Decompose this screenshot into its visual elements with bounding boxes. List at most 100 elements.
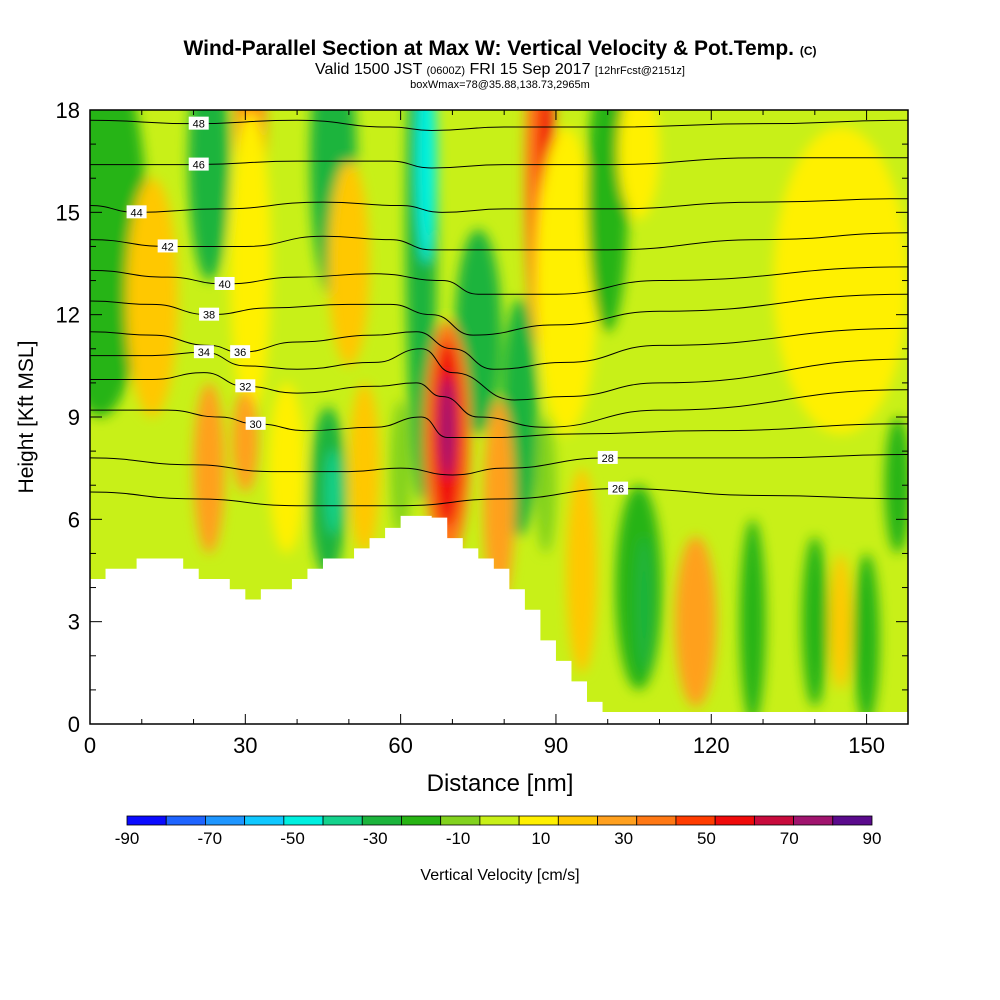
velocity-cell-17 [193,382,225,554]
colorbar-bin--70 [205,815,246,826]
colorbar-bin-20 [557,815,598,826]
contour-label-bg-38 [199,307,220,321]
velocity-cell-8 [416,110,437,264]
velocity-cell-26 [439,376,455,479]
chart-subtitle-box: boxWmax=78@35.88,138.73,2965m [410,79,590,91]
title-block: Wind-Parallel Section at Max W: Vertical… [0,37,1000,92]
y-tick-label-3: 3 [68,610,80,635]
theta-contour-44 [90,198,908,213]
y-axis-label: Height [Kft MSL] [15,341,38,494]
velocity-cell-31 [636,536,652,673]
x-tick-label-120: 120 [693,733,730,758]
x-tick-label-30: 30 [233,733,257,758]
contour-label-32: 32 [239,381,251,393]
contour-label-bg-46 [188,157,209,171]
colorbar-tick--50: -50 [280,829,305,848]
contour-label-bg-40 [214,276,235,290]
y-tick-label-18: 18 [56,98,80,123]
colorbar-bin-30 [597,815,638,826]
contour-label-bg-42 [157,239,178,253]
colorbar-bin--10 [440,815,481,826]
contour-label-38: 38 [203,310,215,322]
contour-label-bg-36 [230,345,251,359]
x-axis-label: Distance [nm] [427,770,574,797]
colorbar-bin-80 [793,815,834,826]
theta-contour-46 [90,157,908,169]
y-tick-label-15: 15 [56,200,80,225]
chart-title: Wind-Parallel Section at Max W: Vertical… [183,37,817,60]
velocity-cell-2 [188,110,230,281]
velocity-field [90,110,908,724]
colorbar: -90 -70 -50 -30 -10 10 30 50 70 90 [115,815,882,848]
contour-label-bg-32 [235,379,256,393]
y-tick-label-12: 12 [56,303,80,328]
y-tick-label-6: 6 [68,507,80,532]
contour-label-44: 44 [130,207,142,219]
contour-label-36: 36 [234,347,246,359]
colorbar-tick--30: -30 [363,829,388,848]
contour-label-42: 42 [162,241,174,253]
colorbar-bin-90 [832,815,873,826]
contour-label-28: 28 [602,453,614,465]
contour-label-34: 34 [198,347,210,359]
colorbar-tick-10: 10 [531,829,550,848]
velocity-cell-35 [830,553,852,690]
theta-contour-48 [90,119,908,131]
x-tick-label-150: 150 [848,733,885,758]
x-tick-label-60: 60 [388,733,412,758]
x-tick-label-0: 0 [84,733,96,758]
contour-label-30: 30 [250,419,262,431]
contour-label-46: 46 [193,160,205,172]
colorbar-tick--70: -70 [197,829,222,848]
copyright-mark: (C) [799,44,817,58]
velocity-cell-22 [348,382,380,554]
velocity-cell-29 [566,468,598,673]
colorbar-bin-50 [675,815,716,826]
colorbar-label: Vertical Velocity [cm/s] [420,867,579,884]
x-tick-label-90: 90 [544,733,568,758]
velocity-cell-6 [328,161,370,366]
colorbar-tick-30: 30 [614,829,633,848]
colorbar-bin-10 [518,815,559,826]
theta-contour-42 [90,232,908,251]
velocity-cell-19 [268,382,305,554]
velocity-cell-13 [535,127,598,435]
y-tick-label-0: 0 [68,712,80,737]
colorbar-bin-60 [714,815,755,826]
velocity-cell-18 [232,389,259,493]
contour-label-bg-26 [608,481,629,495]
velocity-cell-15 [618,110,660,220]
y-tick-label-9: 9 [68,405,80,430]
contour-label-bg-48 [188,116,209,130]
colorbar-tick-90: 90 [863,829,882,848]
colorbar-bin--40 [322,815,363,826]
velocity-cell-27 [483,399,515,605]
colorbar-bin--80 [165,815,206,826]
colorbar-bin--90 [126,815,167,826]
contour-label-40: 40 [218,279,230,291]
contour-label-bg-28 [597,450,618,464]
colorbar-tick--10: -10 [446,829,471,848]
contour-labels: 48 46 44 42 40 38 36 34 32 30 28 26 [126,116,629,496]
colorbar-bin-0 [479,815,520,826]
chart-subtitle: Valid 1500 JST (0600Z) FRI 15 Sep 2017 [… [315,61,685,78]
velocity-cell-36 [853,553,880,724]
velocity-cell-32 [675,536,717,707]
colorbar-bin-70 [753,815,794,826]
velocity-cell-34 [801,536,828,707]
terrain-mask [90,515,908,724]
contour-label-bg-30 [245,416,266,430]
colorbar-bin--30 [361,815,402,826]
velocity-cell-14 [587,110,629,332]
colorbar-bin-40 [636,815,677,826]
theta-contour-28 [90,454,908,476]
theta-contour-40 [90,266,908,295]
colorbar-tick-50: 50 [697,829,716,848]
colorbar-tick-70: 70 [780,829,799,848]
velocity-cell-16 [773,127,908,435]
contour-label-26: 26 [612,484,624,496]
contour-label-48: 48 [193,119,205,131]
colorbar-tick--90: -90 [115,829,140,848]
velocity-cell-1 [126,178,179,417]
